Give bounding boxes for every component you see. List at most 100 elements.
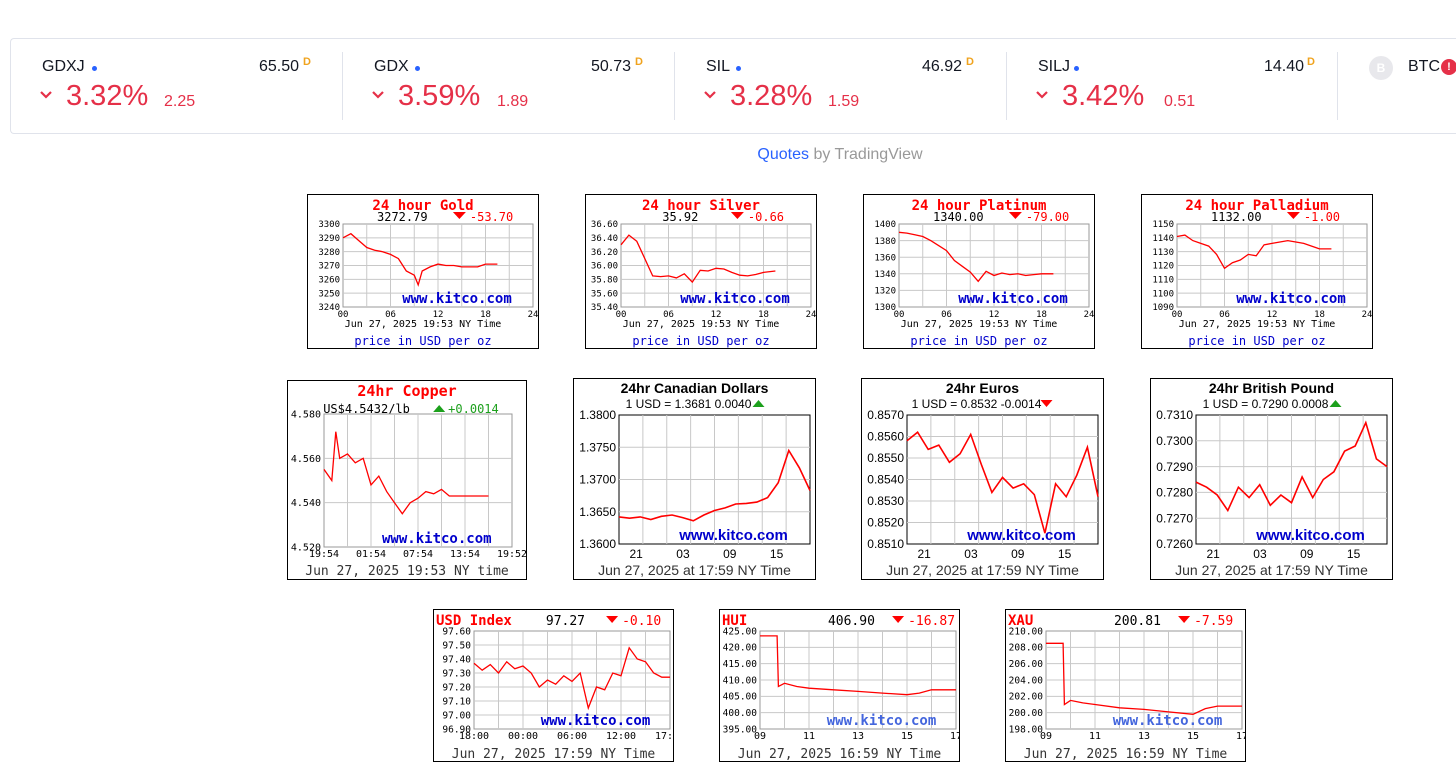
copper-24h-chart[interactable]: 24hr Copper US$4.5432/lb +0.0014 4.580 4.560… [287, 380, 527, 580]
x-tick-label: 19:54 [309, 549, 339, 560]
y-tick-label: 200.00 [1009, 708, 1044, 719]
chart-date: Jun 27, 2025 at 17:59 NY Time [886, 562, 1079, 578]
x-tick-label: 03 [964, 547, 978, 561]
xau-chart[interactable]: XAU 200.81 -7.59 210.00 208.00 206.00 204.00 20… [1005, 609, 1246, 762]
x-tick-label: 01:54 [356, 549, 386, 560]
y-tick-label: 204.00 [1009, 675, 1044, 686]
x-tick-label: 06 [1219, 310, 1230, 320]
ticker-separator [1337, 52, 1338, 120]
y-tick-label: 97.50 [442, 640, 471, 651]
kitco-watermark: www.kitco.com [680, 291, 790, 307]
y-tick-label: 0.8540 [867, 473, 904, 487]
ticker-percent-change: 3.42% [1062, 80, 1145, 112]
silver-24h-chart[interactable]: 24 hour Silver 35.92 -0.66 36.60 36.40 36.20 3… [585, 194, 817, 349]
x-tick-label: 12 [433, 310, 444, 320]
ticker-symbol[interactable]: SIL [706, 58, 731, 75]
ticker-item-silj[interactable]: SILJ 14.40 D 3.42% 0.51 [1007, 39, 1339, 133]
y-tick-label: 1.3700 [579, 473, 616, 487]
palladium-24h-chart[interactable]: 24 hour Palladium 1132.00 -1.00 1150 1140 113… [1141, 194, 1373, 349]
hui-chart[interactable]: HUI 406.90 -16.87 425.00 420.00 415.00 410.00 4… [719, 609, 960, 762]
price-line [1176, 234, 1332, 270]
quotes-link[interactable]: Quotes [757, 146, 810, 163]
chart-footer: price in USD per oz [910, 334, 1047, 348]
ticker-symbol[interactable]: GDXJ [42, 58, 85, 75]
x-tick-label: 00 [1172, 310, 1183, 320]
y-tick-label: 1360 [874, 253, 896, 263]
x-tick-label: 24 [528, 310, 538, 320]
chart-canvas: HUI 406.90 -16.87 425.00 420.00 415.00 410.00 4… [722, 613, 959, 761]
ticker-percent-change: 3.28% [730, 80, 813, 112]
y-tick-label: 1300 [874, 303, 896, 313]
delayed-badge: D [303, 56, 311, 68]
chart-title: 24 hour Silver [642, 198, 760, 214]
chart-canvas: XAU 200.81 -7.59 210.00 208.00 206.00 204.00 20… [1008, 613, 1245, 761]
down-arrow-icon [1040, 400, 1053, 407]
y-tick-label: 0.7290 [1156, 460, 1193, 474]
chart-date: Jun 27, 2025 16:59 NY Time [1024, 747, 1228, 761]
ticker-item-gdx[interactable]: GDX 50.73 D 3.59% 1.89 [343, 39, 675, 133]
x-tick-label: 12 [989, 310, 1000, 320]
price-line [342, 232, 498, 287]
y-tick-label: 3270 [318, 262, 340, 272]
platinum-24h-chart[interactable]: 24 hour Platinum 1340.00 -79.00 1400 1380 136… [863, 194, 1095, 349]
x-tick-label: 24 [1362, 310, 1372, 320]
cad-24h-chart[interactable]: 24hr Canadian Dollars 1 USD = 1.3681 0.00… [573, 378, 816, 580]
x-tick-label: 00 [894, 310, 905, 320]
market-status-dot [415, 66, 420, 71]
y-tick-label: 425.00 [723, 626, 758, 637]
y-tick-label: 202.00 [1009, 692, 1044, 703]
y-tick-label: 36.40 [591, 234, 618, 244]
chart-price: 97.27 [546, 614, 585, 629]
x-tick-label: 15 [1187, 731, 1199, 742]
y-tick-label: 1400 [874, 220, 896, 230]
chart-delta: +0.0014 [448, 402, 499, 416]
kitco-watermark: www.kitco.com [1113, 713, 1223, 729]
chevron-down-icon [372, 91, 384, 99]
chevron-down-icon [1036, 91, 1048, 99]
x-tick-label: 06 [941, 310, 952, 320]
ticker-price: 50.73 [590, 58, 631, 75]
y-tick-label: 35.60 [591, 289, 618, 299]
price-line [618, 448, 811, 522]
ticker-symbol[interactable]: SILJ [1038, 58, 1071, 75]
y-tick-label: 395.00 [723, 724, 758, 735]
kitco-watermark: www.kitco.com [402, 291, 512, 307]
y-tick-label: 206.00 [1009, 659, 1044, 670]
eur-24h-chart[interactable]: 24hr Euros 1 USD = 0.8532 -0.0014 0.8570 0.… [861, 378, 1104, 580]
x-tick-label: 11 [803, 731, 815, 742]
chart-canvas: 24hr Copper US$4.5432/lb +0.0014 4.580 4.560… [291, 382, 526, 579]
ticker-symbol[interactable]: BTC [1408, 58, 1440, 75]
ticker-item-btc[interactable]: B BTC ! [1339, 39, 1456, 133]
ticker-item-gdxj[interactable]: GDXJ 65.50 D 3.32% 2.25 [11, 39, 343, 133]
x-tick-label: 17 [950, 731, 959, 742]
y-tick-label: 35.40 [591, 303, 618, 313]
chart-title: 24 hour Gold [372, 198, 473, 214]
y-tick-label: 0.8550 [867, 451, 904, 465]
chart-price: 200.81 [1114, 614, 1161, 629]
kitco-watermark: www.kitco.com [382, 531, 492, 547]
gbp-24h-chart[interactable]: 24hr British Pound 1 USD = 0.7290 0.0008 0… [1150, 378, 1393, 580]
up-arrow-icon [752, 400, 765, 407]
y-tick-label: 0.8520 [867, 516, 904, 530]
y-tick-label: 35.80 [591, 275, 618, 285]
x-tick-label: 09 [1040, 731, 1052, 742]
price-line [898, 231, 1054, 283]
x-tick-label: 13:54 [450, 549, 480, 560]
x-tick-label: 18 [480, 310, 491, 320]
up-arrow-icon [1329, 400, 1342, 407]
ticker-symbol[interactable]: GDX [374, 58, 409, 75]
delayed-badge: D [1307, 56, 1315, 68]
usd-index-chart[interactable]: USD Index 97.27 -0.10 97.60 97.50 97.40 97.30 9… [433, 609, 674, 762]
chart-title: 24 hour Palladium [1185, 198, 1328, 214]
market-status-dot [1074, 66, 1079, 71]
y-tick-label: 1130 [1152, 248, 1174, 258]
kitco-watermark: www.kitco.com [541, 713, 651, 729]
y-tick-label: 1.3600 [579, 537, 616, 551]
gold-24h-chart[interactable]: 24 hour Gold 3272.79 -53.70 3300 3290 3280 327… [307, 194, 539, 349]
y-tick-label: 3260 [318, 275, 340, 285]
ticker-item-sil[interactable]: SIL 46.92 D 3.28% 1.59 [675, 39, 1007, 133]
btc-logo-icon: B [1369, 56, 1393, 80]
y-tick-label: 1340 [874, 270, 896, 280]
